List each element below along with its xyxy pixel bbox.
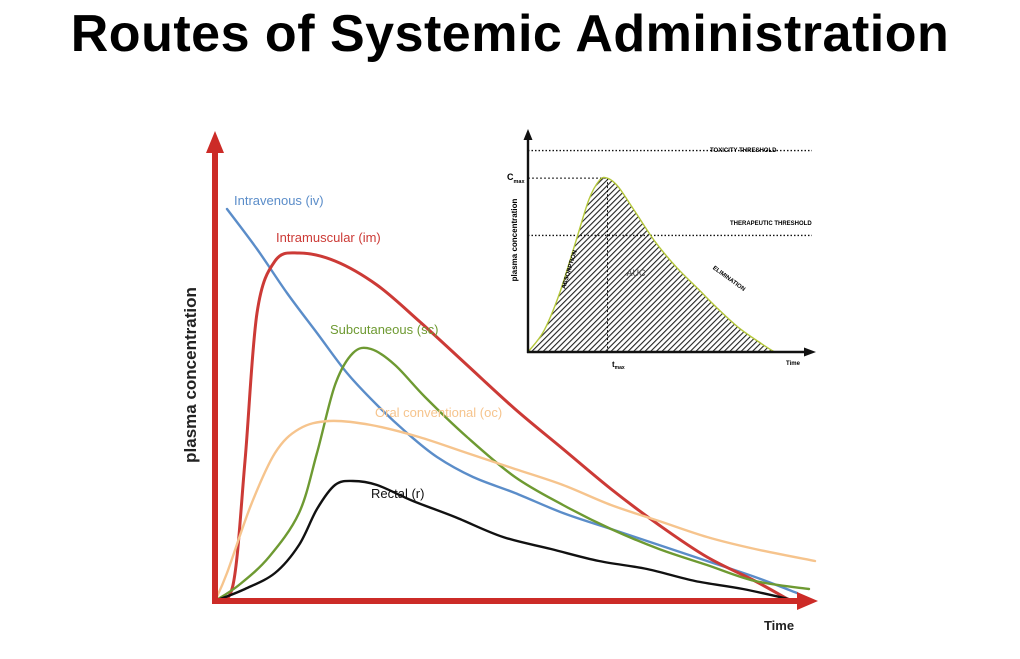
main-y-axis-label: plasma concentration — [181, 287, 200, 463]
page-title: Routes of Systemic Administration — [70, 5, 950, 63]
series-label-r: Rectal (r) — [371, 486, 424, 501]
main-x-axis-arrow — [797, 592, 818, 610]
inset-concentration-curve — [527, 176, 775, 353]
series-label-sc: Subcutaneous (sc) — [330, 322, 438, 337]
main-x-axis-label: Time — [764, 618, 794, 633]
main-y-axis-arrow — [206, 131, 224, 153]
inset-x-axis-arrow — [804, 347, 816, 357]
inset-cmax-label: Cmax — [507, 172, 525, 185]
series-label-iv: Intravenous (iv) — [234, 193, 324, 208]
series-line-im — [213, 251, 793, 603]
main-series-labels: Intravenous (iv) Intramuscular (im) Subc… — [234, 193, 502, 501]
inset-elimination-label: ELIMINATION — [711, 265, 746, 293]
series-label-im: Intramuscular (im) — [276, 230, 381, 245]
inset-auc-area — [528, 177, 775, 352]
inset-y-axis-label: plasma concentration — [510, 199, 519, 282]
main-series-group — [213, 207, 817, 603]
inset-tmax-label: tmax — [612, 360, 625, 371]
series-line-r — [213, 479, 799, 603]
inset-x-axis-label: Time — [786, 361, 801, 367]
inset-tmax-tick-label: tmax — [612, 360, 625, 371]
main-chart: plasma concentration Time Intravenous (i… — [181, 131, 818, 633]
inset-toxicity-threshold-label: TOXICITY THRESHOLD — [710, 148, 777, 154]
inset-chart: TOXICITY THRESHOLD THERAPEUTIC THRESHOLD… — [507, 129, 816, 371]
inset-auc-label: AUC — [626, 268, 646, 278]
series-line-iv — [225, 207, 799, 595]
main-axes — [206, 131, 818, 610]
series-line-oc — [213, 419, 817, 603]
series-label-oc: Oral conventional (oc) — [375, 405, 502, 420]
series-line-sc — [213, 346, 811, 603]
inset-therapeutic-threshold-label: THERAPEUTIC THRESHOLD — [730, 221, 812, 227]
inset-y-axis-arrow — [523, 129, 533, 140]
inset-cmax-tick-label: Cmax — [507, 172, 525, 185]
